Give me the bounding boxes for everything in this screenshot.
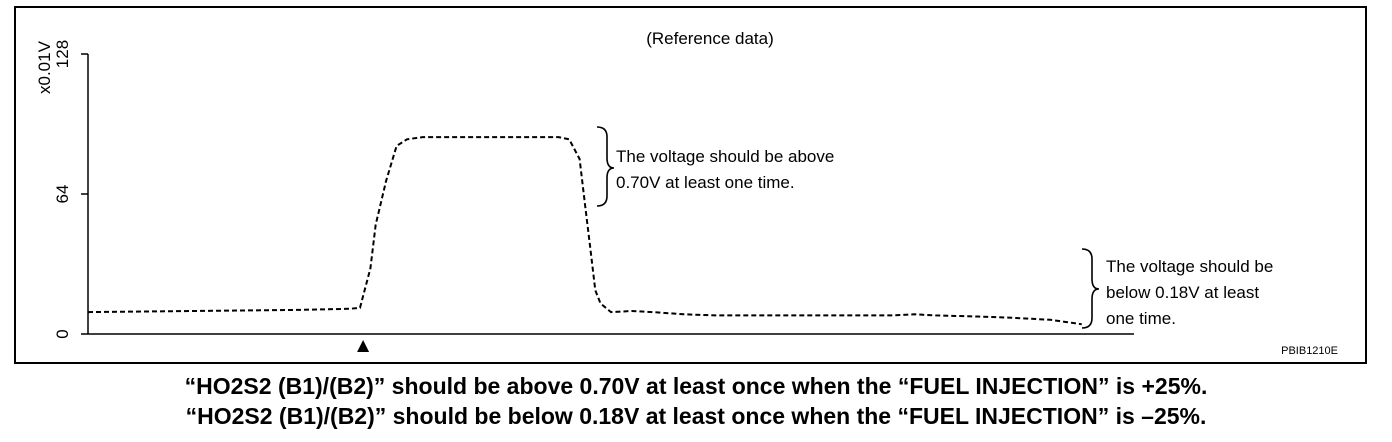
caption-line-1: “HO2S2 (B1)/(B2)” should be above 0.70V …: [184, 373, 1208, 399]
annotation-low-line: one time.: [1106, 309, 1176, 328]
y-axis-label: x0.01V: [35, 40, 54, 94]
annotation-low-line: The voltage should be: [1106, 257, 1273, 276]
figure-code: PBIB1210E: [1281, 345, 1338, 357]
annotation-high-line: 0.70V at least one time.: [616, 173, 795, 192]
annotation-low: The voltage should be below 0.18V at lea…: [1106, 257, 1278, 328]
y-tick-label: 0: [53, 329, 72, 338]
chart-title: (Reference data): [646, 29, 774, 48]
annotation-bracket-low: [1081, 248, 1100, 329]
y-tick-label: 64: [53, 185, 72, 204]
caption-line-2: “HO2S2 (B1)/(B2)” should be below 0.18V …: [185, 403, 1207, 429]
figure-frame: (Reference data) x0.01V 0 64 128 The volta…: [14, 6, 1367, 364]
y-tick-label: 128: [53, 40, 72, 68]
chart: (Reference data) x0.01V 0 64 128 The volta…: [35, 29, 1338, 357]
signal-line: [87, 136, 1082, 326]
annotation-bracket-high: [596, 126, 615, 207]
annotation-low-line: below 0.18V at least: [1106, 283, 1259, 302]
marker-triangle: [357, 340, 370, 352]
annotation-high: The voltage should be above 0.70V at lea…: [616, 147, 839, 192]
annotation-high-line: The voltage should be above: [616, 147, 834, 166]
